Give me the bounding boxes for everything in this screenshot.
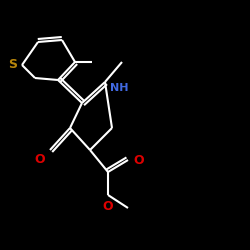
Text: O: O: [133, 154, 143, 166]
Text: O: O: [103, 200, 113, 213]
Text: O: O: [34, 153, 45, 166]
Text: S: S: [8, 58, 17, 71]
Text: NH: NH: [110, 83, 128, 93]
